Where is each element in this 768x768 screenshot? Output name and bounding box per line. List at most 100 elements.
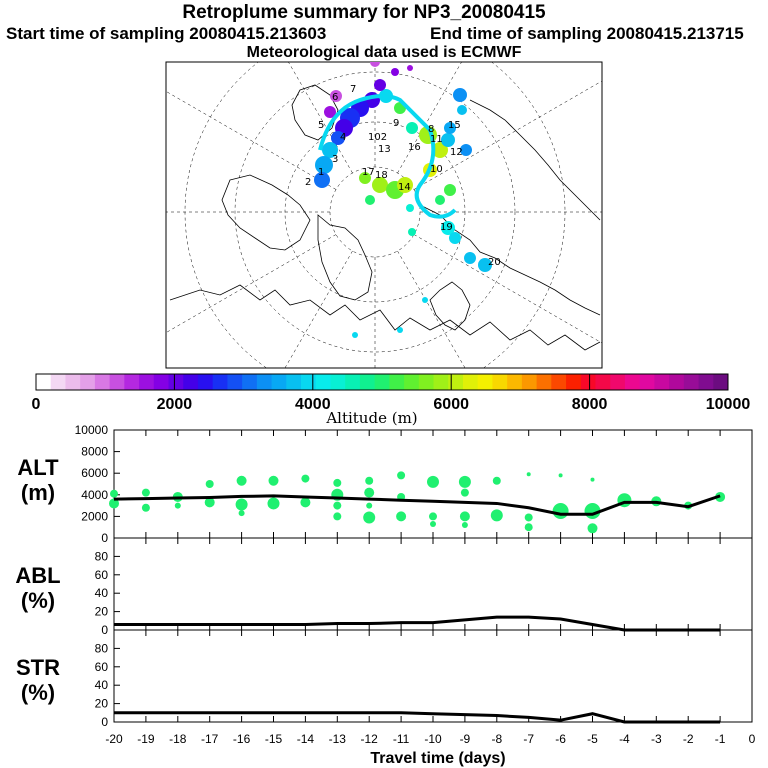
altitude-point xyxy=(267,497,280,510)
coastline-greenland xyxy=(317,214,373,301)
colorbar-swatch xyxy=(580,374,596,390)
colorbar-swatch xyxy=(183,374,199,390)
plume-number-label: 16 xyxy=(408,142,421,153)
colorbar-swatch xyxy=(168,374,184,390)
y-tick-label: 80 xyxy=(95,641,109,655)
plume-marker xyxy=(464,252,476,264)
altitude-point xyxy=(204,497,215,508)
coastline-asia xyxy=(469,99,601,221)
colorbar-swatches xyxy=(36,374,729,390)
colorbar-swatch xyxy=(80,374,96,390)
y-tick-label: 80 xyxy=(95,549,109,563)
colorbar-swatch xyxy=(418,374,435,390)
plume-number-label: 12 xyxy=(450,147,463,158)
colorbar-swatch xyxy=(65,374,81,390)
panel-ylabel: (m) xyxy=(21,480,55,505)
plume-marker xyxy=(397,177,413,193)
x-axis-label: Travel time (days) xyxy=(370,750,505,767)
plume-number-label: 18 xyxy=(375,170,388,181)
panel-frame xyxy=(113,537,753,631)
plume-marker xyxy=(422,297,428,303)
y-tick-label: 0 xyxy=(101,623,108,637)
plume-number-label: 6 xyxy=(332,92,338,103)
x-tick-label: -14 xyxy=(297,732,315,746)
y-tick-label: 60 xyxy=(95,568,109,582)
colorbar-ticks: 0 2000 4000 6000 8000 10000 xyxy=(32,374,751,413)
x-tick-label: -6 xyxy=(555,732,566,746)
colorbar-swatch xyxy=(507,374,523,390)
altitude-point xyxy=(109,498,119,509)
altitude-point xyxy=(174,502,181,509)
plume-number-label: 2 xyxy=(305,177,311,188)
x-tick-label: -2 xyxy=(683,732,694,746)
plume-marker xyxy=(374,79,386,91)
panel-alt: 0 2000 4000 6000 8000 10000 ALT(m) xyxy=(17,423,753,545)
altitude-point xyxy=(110,489,118,498)
colorbar-tick-label: 10000 xyxy=(706,396,751,413)
colorbar-swatch xyxy=(610,374,626,390)
colorbar-swatch xyxy=(124,374,140,390)
plume-marker xyxy=(331,131,345,145)
y-tick-label: 0 xyxy=(101,715,108,729)
colorbar-swatch xyxy=(551,374,567,390)
colorbar-tick-label: 0 xyxy=(32,396,41,413)
panel-ylabel: STR xyxy=(16,655,60,680)
plume-number-label: 8 xyxy=(428,124,434,135)
colorbar-swatch xyxy=(227,374,243,390)
colorbar-tick-label: 4000 xyxy=(295,396,331,413)
x-tick-label: -5 xyxy=(587,732,598,746)
altitude-point xyxy=(524,513,533,522)
colorbar-swatch xyxy=(698,374,714,390)
x-tick-label: -17 xyxy=(201,732,219,746)
y-tick-label: 20 xyxy=(95,697,109,711)
colorbar-tick-label: 2000 xyxy=(157,396,193,413)
colorbar-swatch xyxy=(139,374,155,390)
altitude-point xyxy=(333,501,342,510)
altitude-point xyxy=(429,512,437,521)
altitude-point xyxy=(587,523,598,534)
y-tick-label: 60 xyxy=(95,660,109,674)
colorbar-swatch xyxy=(286,374,302,390)
plume-marker xyxy=(460,144,472,156)
colorbar-swatch xyxy=(448,374,464,390)
altitude-point xyxy=(460,488,469,497)
coastline-scandinavia xyxy=(429,281,471,331)
plume-number-label: 13 xyxy=(378,144,391,155)
plume-number-label: 17 xyxy=(362,167,375,178)
altitude-point xyxy=(558,473,563,478)
plume-marker xyxy=(359,172,371,184)
x-tick-label: -10 xyxy=(424,732,442,746)
plume-number-label: 9 xyxy=(393,118,399,129)
colorbar-swatch xyxy=(683,374,700,390)
time-series-panels: 0200040006000800010000ALT(m)020406080ABL… xyxy=(15,423,755,767)
x-tick-label: -11 xyxy=(393,732,410,746)
colorbar-swatch xyxy=(153,374,170,390)
panel-abl: 0 20 40 60 80 ABL(%) xyxy=(15,537,753,637)
plume-marker xyxy=(370,62,380,67)
colorbar-label: Altitude (m) xyxy=(325,409,417,427)
colorbar-swatch xyxy=(345,374,361,390)
y-tick-label: 6000 xyxy=(81,466,108,480)
plume-number-label: 20 xyxy=(488,257,501,268)
altitude-point xyxy=(427,475,439,488)
altitude-mean-line xyxy=(113,494,721,516)
plume-marker xyxy=(408,228,416,236)
colorbar-swatch xyxy=(256,374,273,390)
x-tick-label: -1 xyxy=(715,732,726,746)
plume-marker xyxy=(324,106,336,118)
plume-number-label: 102 xyxy=(368,132,387,143)
plume-marker xyxy=(457,105,467,115)
x-tick-label: -16 xyxy=(233,732,251,746)
plume-marker xyxy=(407,65,413,71)
x-tick-label: -15 xyxy=(265,732,283,746)
x-tick-label: -3 xyxy=(651,732,662,746)
plume-trajectory xyxy=(318,94,457,219)
plume-number-label: 14 xyxy=(398,182,411,193)
plume-marker xyxy=(441,221,455,235)
colorbar-swatch xyxy=(477,374,493,390)
plume-marker xyxy=(372,177,388,193)
colorbar-swatch xyxy=(94,374,111,390)
plume-marker xyxy=(406,122,418,134)
colorbar-swatch xyxy=(109,374,125,390)
